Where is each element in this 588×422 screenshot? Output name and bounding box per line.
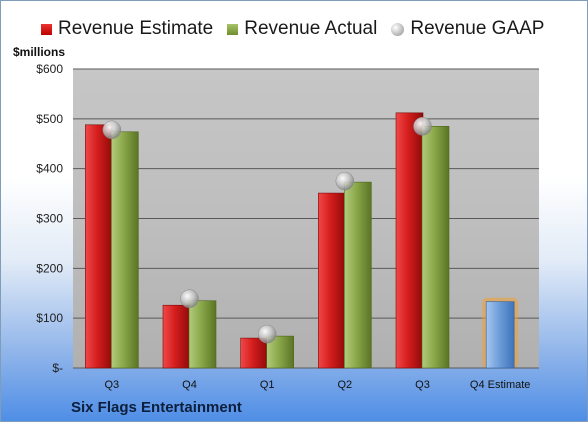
x-tick-label: Q4 Estimate (470, 379, 531, 391)
legend: Revenue Estimate Revenue Actual Revenue … (41, 17, 544, 41)
y-tick-label: $600 (36, 62, 63, 76)
y-tick-label: $300 (36, 212, 63, 226)
bar-revenue-actual (188, 300, 217, 369)
y-axis-unit-label: $millions (13, 45, 66, 59)
x-tick-label: Q1 (260, 379, 275, 391)
bar-q4-estimate (485, 301, 515, 369)
x-tick-label: Q3 (415, 379, 430, 391)
bar-revenue-actual (421, 126, 450, 369)
legend-swatch-estimate (41, 23, 52, 35)
legend-label-gaap: Revenue GAAP (410, 18, 545, 39)
bar-revenue-actual (344, 181, 372, 369)
legend-swatch-gaap (391, 22, 405, 36)
legend-item-estimate: Revenue Estimate (41, 18, 213, 40)
y-tick-label: $500 (36, 112, 63, 126)
bar-revenue-actual (111, 131, 139, 369)
legend-label-actual: Revenue Actual (244, 18, 378, 39)
x-tick-label: Q3 (104, 379, 119, 391)
y-tick-label: $200 (36, 261, 63, 275)
legend-swatch-actual (227, 23, 239, 35)
y-tick-label: $400 (36, 162, 63, 176)
company-name: Six Flags Entertainment (71, 399, 242, 416)
legend-item-actual: Revenue Actual (227, 18, 377, 40)
marker-revenue-gaap (335, 171, 355, 191)
bars (85, 112, 519, 369)
gridlines (73, 68, 539, 369)
bar-revenue-estimate (85, 124, 113, 369)
marker-revenue-gaap (102, 120, 122, 140)
x-tick-label: Q2 (337, 379, 352, 391)
x-axis-labels: Q3 Q4 Q1 Q2 Q3 Q4 Estimate (104, 379, 530, 391)
gaap-markers (102, 117, 432, 344)
marker-revenue-gaap (413, 117, 432, 136)
x-tick-label: Q4 (182, 379, 197, 391)
y-tick-label: $100 (36, 311, 63, 325)
marker-revenue-gaap (180, 289, 199, 308)
y-tick-label: $- (52, 361, 63, 375)
legend-label-estimate: Revenue Estimate (58, 18, 214, 39)
legend-item-gaap: Revenue GAAP (391, 18, 544, 40)
y-axis-ticks: $600 $500 $400 $300 $200 $100 $- (36, 62, 63, 375)
bar-revenue-estimate (162, 304, 191, 369)
bar-revenue-estimate (318, 192, 346, 369)
bar-revenue-estimate (395, 112, 424, 369)
marker-revenue-gaap (257, 324, 277, 344)
bar-revenue-estimate (240, 337, 268, 369)
